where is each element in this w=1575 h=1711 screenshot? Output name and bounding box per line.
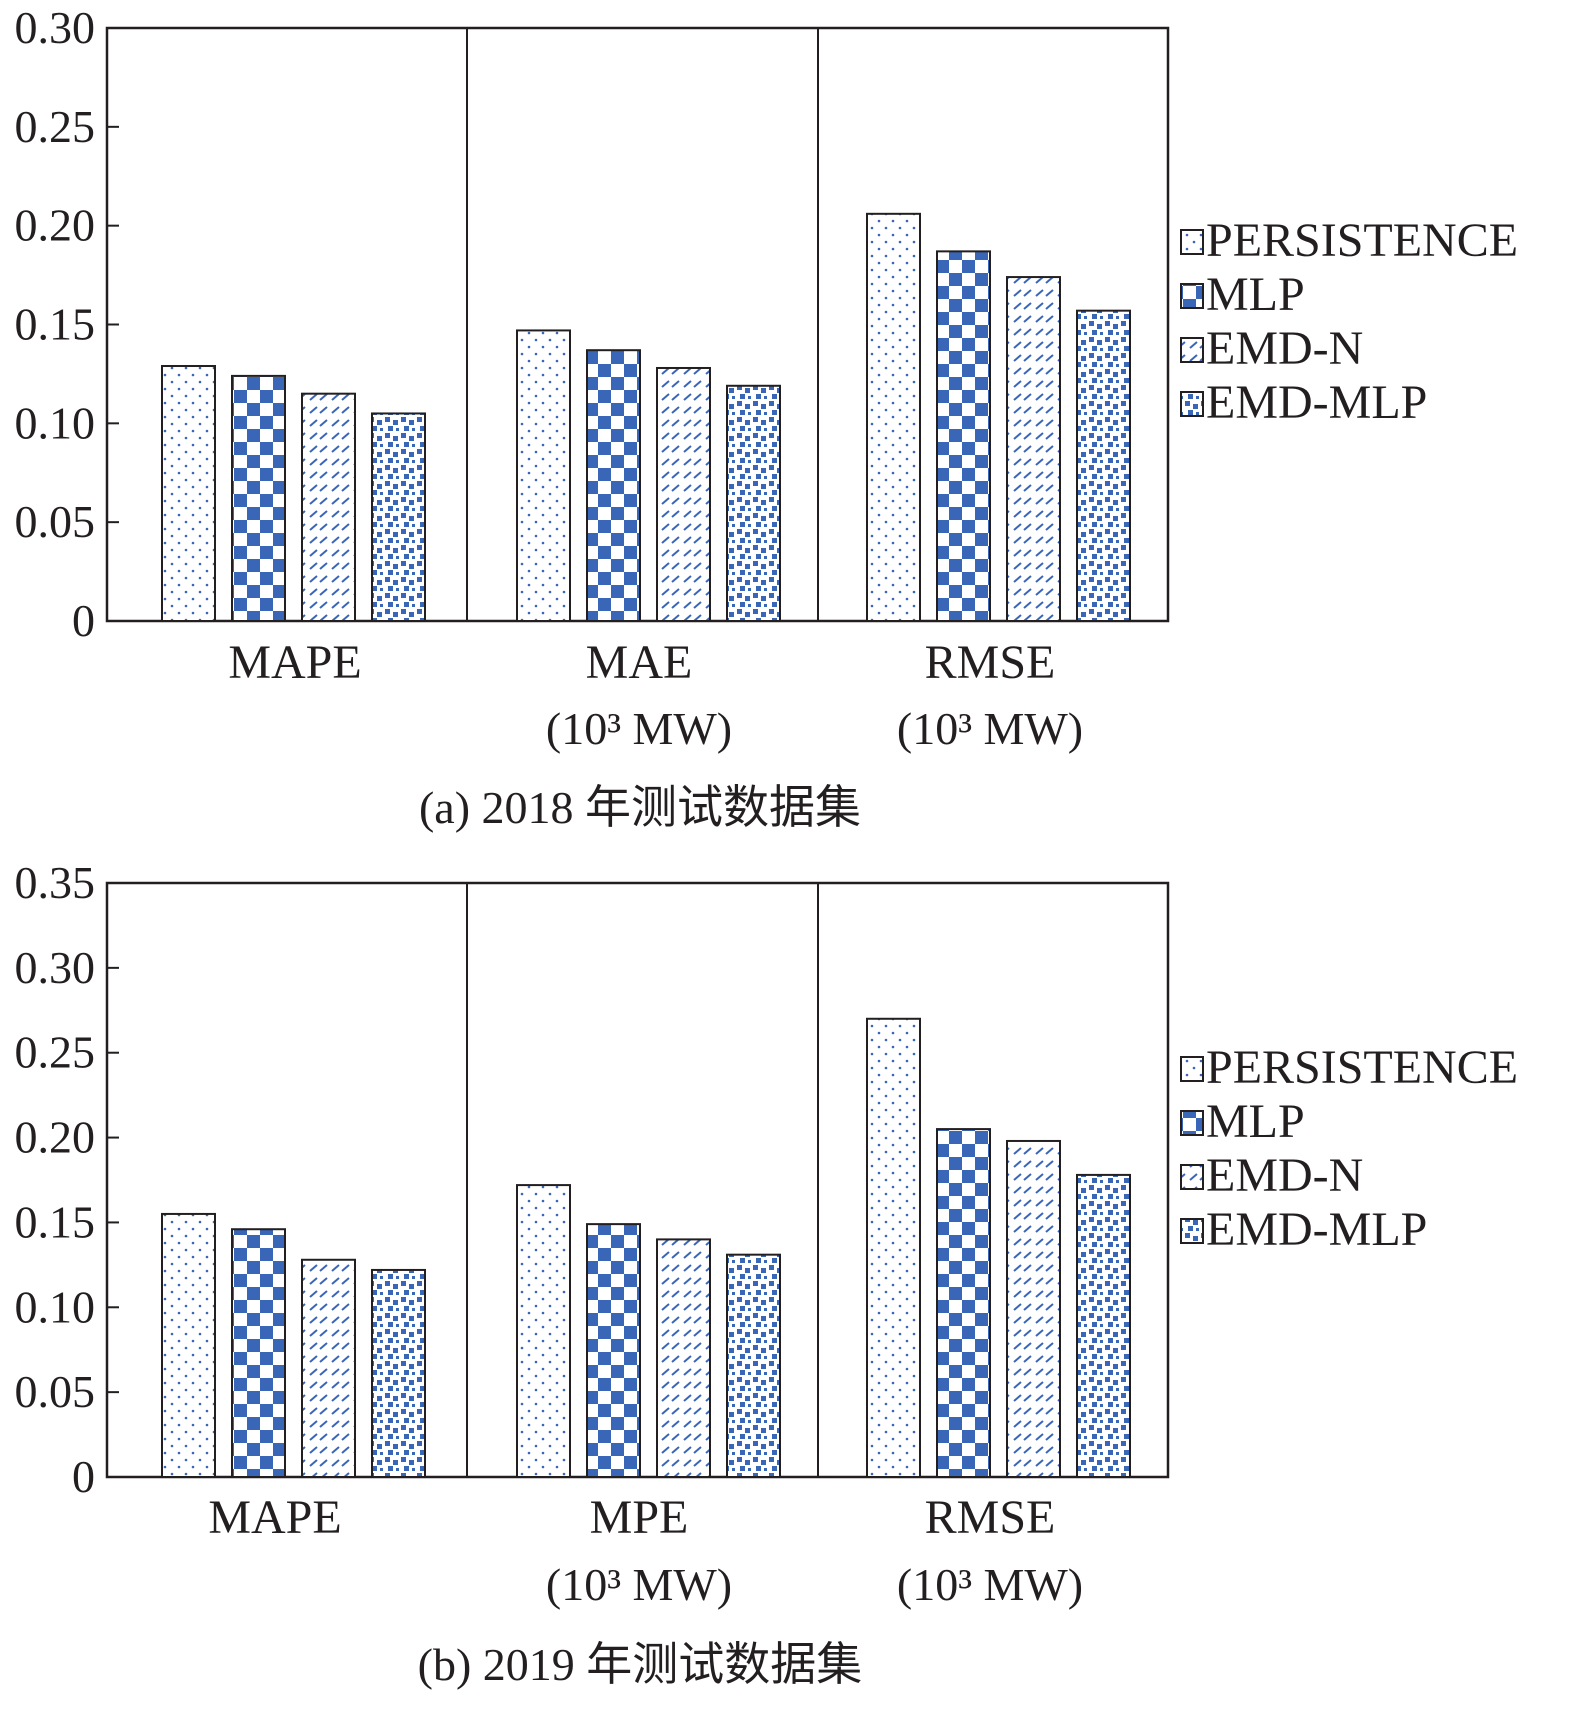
panel-a-bar-rmse-emd-n [1006, 276, 1061, 622]
panel-b-bar-mape-mlp [231, 1228, 286, 1479]
legend-swatch-emd-mlp [1180, 391, 1204, 417]
panel-a-bar-rmse-mlp [936, 250, 991, 622]
panel-b-bar-mpe-mlp [586, 1223, 641, 1479]
panel-b-y-tick-label: 0.30 [15, 942, 96, 993]
panel-b-bar-mpe-persistence [516, 1184, 571, 1478]
panel-a-y-tick-label: 0.20 [15, 200, 96, 251]
panel-a-bar-mape-emd-mlp [371, 412, 426, 623]
panel-b-y-tick-label: 0.25 [15, 1027, 96, 1078]
panel-b: 0 0.05 0.10 0.15 0.20 0.25 0.30 0.35 MAPE MPE (… [15, 857, 1519, 1690]
panel-b-bar-rmse-mlp [936, 1128, 991, 1478]
legend-label-mlp: MLP [1206, 1095, 1305, 1148]
legend-swatch-emd-mlp [1180, 1218, 1204, 1244]
panel-a-bars [161, 212, 1131, 623]
panel-b-bar-mpe-emd-n [656, 1238, 711, 1479]
legend-label-persistence: PERSISTENCE [1206, 1041, 1518, 1094]
panel-a-bar-rmse-persistence [866, 212, 921, 622]
legend-label-emd-mlp: EMD-MLP [1206, 1203, 1427, 1256]
panel-b-category-label: MPE [590, 1491, 689, 1544]
panel-b-bar-rmse-emd-mlp [1076, 1173, 1131, 1478]
panel-b-y-ticks: 0 0.05 0.10 0.15 0.20 0.25 0.30 0.35 [15, 857, 119, 1502]
panel-b-bar-rmse-persistence [866, 1017, 921, 1478]
panel-b-bar-mape-emd-n [301, 1258, 356, 1479]
panel-a-bar-mae-emd-n [656, 366, 711, 622]
panel-b-caption: (b) 2019 年测试数据集 [418, 1639, 863, 1690]
panel-b-bars [161, 1017, 1131, 1479]
legend-swatch-mlp [1180, 283, 1204, 309]
legend-label-mlp: MLP [1206, 268, 1305, 321]
panel-b-category-unit: (10³ MW) [897, 1559, 1083, 1610]
panel-a-y-tick-label: 0.25 [15, 101, 96, 152]
legend-swatch-persistence [1180, 1056, 1204, 1082]
panel-a-category-label: RMSE [925, 636, 1056, 689]
legend-label-emd-n: EMD-N [1206, 322, 1363, 375]
panel-b-y-tick-label: 0.10 [15, 1281, 96, 1332]
panel-a: 0 0.05 0.10 0.15 0.20 0.25 0.30 MAPE MAE (10³ … [15, 2, 1519, 833]
panel-b-bar-mape-emd-mlp [371, 1268, 426, 1479]
panel-a-y-tick-label: 0.15 [15, 299, 96, 350]
panel-a-y-tick-label: 0.05 [15, 496, 96, 547]
panel-b-y-tick-label: 0.35 [15, 857, 96, 908]
panel-b-y-tick-label: 0.20 [15, 1112, 96, 1163]
panel-a-category-label: MAPE [228, 636, 361, 689]
panel-b-bar-mape-persistence [161, 1212, 216, 1478]
panel-b-y-tick-label: 0 [72, 1451, 95, 1502]
panel-b-y-tick-label: 0.05 [15, 1366, 96, 1417]
panel-a-caption: (a) 2018 年测试数据集 [419, 782, 861, 833]
panel-a-bar-rmse-emd-mlp [1076, 309, 1131, 622]
panel-a-bar-mae-mlp [586, 349, 641, 622]
panel-b-category-label: MAPE [208, 1491, 341, 1544]
panel-b-category-label: RMSE [925, 1491, 1056, 1544]
panel-b-category-unit: (10³ MW) [546, 1559, 732, 1610]
panel-a-bar-mape-mlp [231, 374, 286, 623]
panel-a-y-tick-label: 0.30 [15, 2, 96, 53]
panel-a-legend: PERSISTENCE MLP EMD-N EMD-MLP [1180, 214, 1518, 429]
panel-a-y-tick-label: 0.10 [15, 397, 96, 448]
legend-label-emd-n: EMD-N [1206, 1149, 1363, 1202]
panel-a-bar-mae-persistence [516, 329, 571, 622]
panel-a-bar-mape-emd-n [301, 392, 356, 622]
legend-swatch-persistence [1180, 229, 1204, 255]
panel-b-legend: PERSISTENCE MLP EMD-N EMD-MLP [1180, 1041, 1518, 1256]
panel-a-category-unit: (10³ MW) [897, 703, 1083, 754]
panel-a-category-unit: (10³ MW) [546, 703, 732, 754]
legend-label-emd-mlp: EMD-MLP [1206, 376, 1427, 429]
legend-swatch-emd-n [1180, 337, 1204, 363]
panel-b-y-tick-label: 0.15 [15, 1196, 96, 1247]
panel-a-y-tick-label: 0 [72, 595, 95, 646]
panel-a-bar-mae-emd-mlp [726, 384, 781, 622]
panel-a-y-ticks: 0 0.05 0.10 0.15 0.20 0.25 0.30 [15, 2, 119, 646]
panel-b-bar-mpe-emd-mlp [726, 1253, 781, 1479]
legend-swatch-emd-n [1180, 1164, 1204, 1190]
panel-b-bar-rmse-emd-n [1006, 1139, 1061, 1478]
legend-swatch-mlp [1180, 1110, 1204, 1136]
legend-label-persistence: PERSISTENCE [1206, 214, 1518, 267]
panel-a-category-label: MAE [586, 636, 693, 689]
panel-a-bar-mape-persistence [161, 365, 216, 623]
